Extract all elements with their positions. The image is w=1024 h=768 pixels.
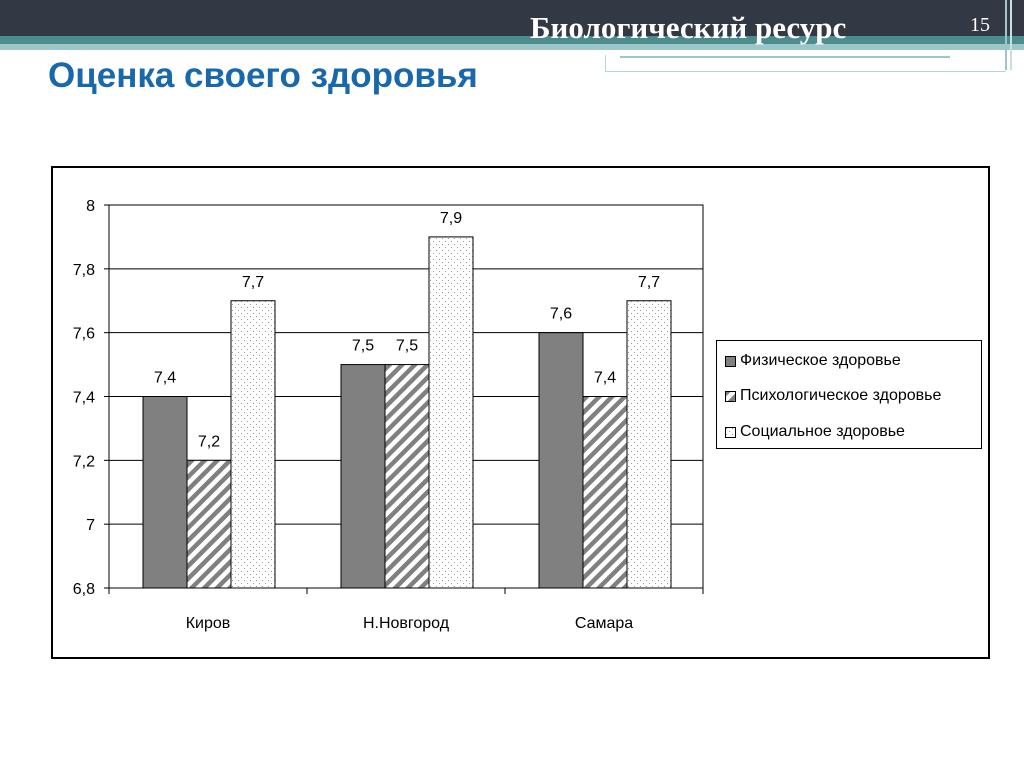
axes: [104, 204, 704, 594]
legend-label: Психологическое здоровье: [740, 387, 942, 404]
bar-psychological: [186, 459, 232, 589]
bar-social: [428, 236, 474, 589]
bar-psychological: [582, 396, 628, 589]
data-label: 7,9: [440, 210, 462, 227]
data-label: 7,5: [396, 338, 418, 355]
x-category-label: Киров: [186, 615, 231, 632]
y-tick-label: 6,8: [73, 581, 95, 598]
bar-physical: [538, 332, 584, 589]
legend-swatch-social: [725, 427, 736, 438]
data-label: 7,6: [550, 306, 572, 323]
page-title: Оценка своего здоровья: [48, 56, 478, 95]
data-label: 7,7: [242, 274, 264, 291]
header-stripe-light: [0, 44, 1024, 50]
chart-labels: 6,8 7 7,2 7,4 7,6 7,8 8 7,4 7,2 7,7 Киров 7,5 7,5 7,9…: [73, 198, 660, 632]
bar-social: [230, 300, 276, 589]
header-stripe: [0, 36, 1024, 44]
slide-number: 15: [970, 14, 990, 36]
header-accent-divider: [1005, 0, 1007, 70]
bar-physical: [340, 364, 386, 589]
y-tick-label: 8: [86, 198, 95, 215]
plot-area-border: [108, 204, 704, 589]
y-tick-label: 7,6: [73, 326, 95, 343]
y-tick-label: 7,8: [73, 262, 95, 279]
data-label: 7,5: [352, 338, 374, 355]
bar-psychological: [384, 364, 430, 589]
data-label: 7,4: [154, 370, 176, 387]
x-category-label: Н.Новгород: [363, 615, 450, 632]
bar-social: [626, 300, 672, 589]
header-accent-box: [605, 55, 1006, 72]
legend-swatch-physical: [725, 356, 736, 367]
bars: [142, 236, 672, 589]
data-label: 7,4: [594, 370, 616, 387]
header-accent-divider-light: [1010, 0, 1012, 70]
y-tick-label: 7: [86, 517, 95, 534]
header-accent-line: [620, 56, 950, 58]
data-label: 7,7: [638, 274, 660, 291]
y-tick-label: 7,4: [73, 390, 95, 407]
header-title: Биологический ресурс: [530, 10, 847, 45]
legend-label: Физическое здоровье: [740, 352, 901, 369]
bar-physical: [142, 396, 188, 589]
y-tick-label: 7,2: [73, 453, 95, 470]
x-category-label: Самара: [575, 615, 633, 632]
data-label: 7,2: [198, 433, 220, 450]
legend-label: Социальное здоровье: [740, 423, 905, 440]
chart-legend: Физическое здоровье Психологическое здор…: [716, 340, 982, 449]
legend-swatch-psychological: [725, 391, 736, 402]
